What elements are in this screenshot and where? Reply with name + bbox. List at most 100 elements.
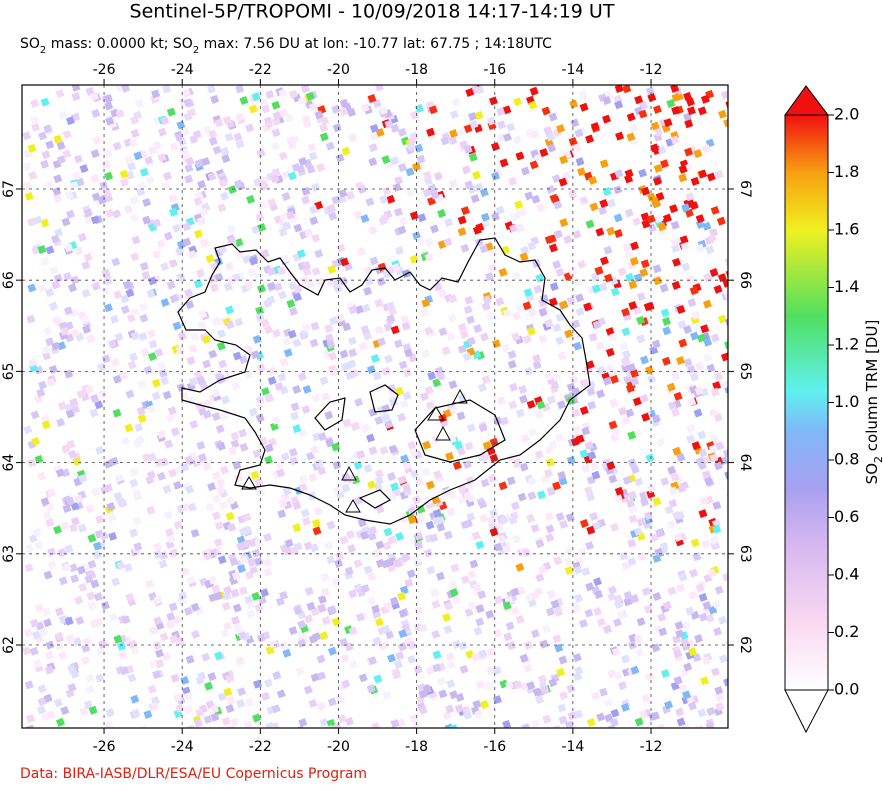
pixel (233, 604, 242, 613)
pixel (718, 110, 727, 119)
pixel (660, 284, 669, 293)
pixel (714, 372, 723, 381)
pixel (443, 625, 452, 634)
pixel (289, 307, 298, 316)
pixel (117, 642, 126, 651)
pixel (449, 380, 458, 389)
pixel (289, 626, 298, 635)
pixel (101, 601, 110, 610)
pixel (464, 305, 473, 314)
pixel (448, 314, 457, 323)
lon-tick-label: -26 (93, 62, 116, 78)
pixel (302, 517, 311, 526)
glacier-outline (360, 490, 390, 508)
so2-pixels (22, 83, 736, 735)
pixel (518, 493, 527, 502)
pixel (371, 722, 380, 731)
pixel (189, 344, 198, 353)
pixel (515, 563, 524, 572)
lat-tick-label: 67 (737, 180, 753, 198)
pixel (563, 235, 572, 244)
pixel (512, 271, 521, 280)
pixel (656, 438, 665, 447)
pixel (582, 464, 591, 473)
pixel (137, 380, 146, 389)
pixel (382, 186, 391, 195)
pixel (120, 178, 129, 187)
pixel (97, 363, 106, 372)
pixel (23, 425, 32, 434)
pixel (277, 689, 286, 698)
pixel (250, 471, 259, 480)
pixel (160, 376, 169, 385)
pixel (73, 637, 82, 646)
pixel (42, 346, 51, 355)
pixel (299, 475, 308, 484)
pixel (503, 632, 512, 641)
pixel (220, 192, 229, 201)
pixel (398, 642, 407, 651)
pixel (218, 359, 227, 368)
pixel (169, 602, 178, 611)
pixel (164, 511, 173, 520)
pixel (678, 173, 687, 182)
pixel (565, 566, 574, 575)
pixel (132, 236, 141, 245)
colorbar-tick-label: 1.2 (834, 335, 859, 354)
pixel (191, 630, 200, 639)
pixel (452, 98, 461, 107)
pixel (622, 84, 631, 93)
pixel (236, 699, 245, 708)
pixel (407, 569, 416, 578)
pixel (230, 431, 239, 440)
pixel (512, 534, 521, 543)
pixel (572, 144, 581, 153)
pixel (516, 615, 525, 624)
pixel (640, 356, 649, 365)
pixel (718, 616, 727, 625)
lon-tick-label: -12 (640, 62, 663, 78)
pixel (22, 646, 31, 655)
pixel (725, 317, 734, 326)
pixel (607, 199, 616, 208)
pixel (676, 584, 685, 593)
pixel (459, 665, 468, 674)
pixel (711, 333, 720, 342)
pixel (340, 536, 349, 545)
pixel (214, 538, 223, 547)
pixel (49, 266, 58, 275)
pixel (130, 695, 139, 704)
pixel (705, 245, 714, 254)
pixel (316, 163, 325, 172)
pixel (257, 284, 266, 293)
pixel (317, 702, 326, 711)
pixel (527, 491, 536, 500)
pixel (94, 592, 103, 601)
pixel (126, 390, 135, 399)
lon-tick-label: -22 (249, 62, 272, 78)
pixel (169, 142, 178, 151)
pixel (265, 722, 274, 731)
pixel (446, 679, 455, 688)
pixel (482, 375, 491, 384)
pixel (78, 524, 87, 533)
pixel (398, 128, 407, 137)
pixel (129, 479, 138, 488)
pixel (218, 555, 227, 564)
pixel (263, 568, 272, 577)
pixel (436, 523, 445, 532)
pixel (555, 434, 564, 443)
lon-tick-label: -18 (405, 739, 428, 755)
pixel (727, 644, 736, 653)
pixel (552, 260, 561, 269)
pixel (691, 538, 700, 547)
pixel (303, 385, 312, 394)
pixel (353, 559, 362, 568)
pixel (480, 700, 489, 709)
pixel (361, 424, 370, 433)
pixel (201, 653, 210, 662)
pixel (593, 607, 602, 616)
lon-tick-label: -26 (93, 739, 116, 755)
pixel (246, 609, 255, 618)
